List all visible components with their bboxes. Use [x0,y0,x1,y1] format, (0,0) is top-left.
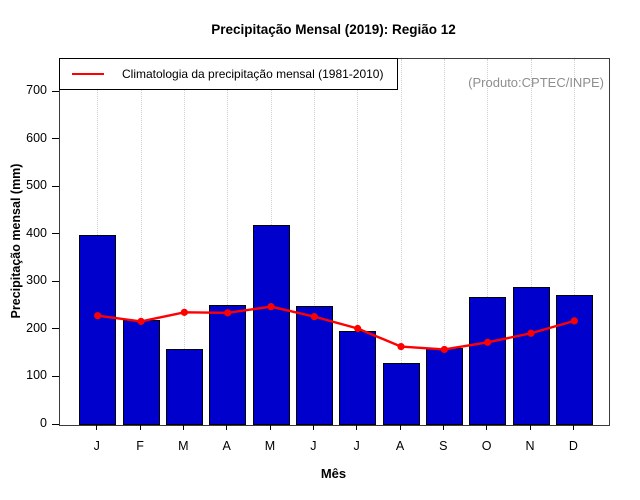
gridline [487,59,489,425]
month-label: S [439,439,448,453]
x-axis-tick [182,425,184,430]
climatology-point [180,308,188,316]
bar-D-11 [555,295,593,425]
y-axis-tick [52,138,59,140]
x-axis-tick [529,425,531,430]
y-axis-tick [52,90,59,92]
bar-J-5 [295,306,333,425]
x-axis-tick [442,425,444,430]
y-tick-label: 200 [26,320,47,335]
climatology-point [527,329,535,337]
climatology-point [94,312,102,320]
plot-area: (Produto:CPTEC/INPE) Climatologia da pre… [59,58,610,426]
x-axis-tick [312,425,314,430]
climatology-point [310,313,318,321]
bar-O-9 [469,296,507,425]
bar-F-1 [122,320,160,425]
climatology-point [354,324,362,333]
bar-A-7 [382,363,420,425]
x-axis-tick [139,425,141,430]
y-tick-label: 0 [40,416,47,430]
x-axis-tick [486,425,488,430]
chart-title: Precipitação Mensal (2019): Região 12 [211,22,456,37]
produto-annotation: (Produto:CPTEC/INPE) [468,75,604,90]
y-axis-tick [52,185,59,187]
month-label: J [93,439,100,453]
climatology-point [397,342,405,351]
month-label: D [568,439,578,453]
legend-box: Climatologia da precipitação mensal (198… [59,58,399,90]
gridline [443,59,445,425]
month-label: M [264,439,276,453]
y-tick-label: 300 [26,273,47,288]
gridline [227,59,229,425]
y-tick-label: 100 [26,368,47,383]
legend-line-swatch [72,73,104,75]
x-axis-tick [96,425,98,430]
gridline [573,59,575,425]
climatology-point [137,317,145,325]
month-label: M [178,439,189,453]
climatology-point [570,317,578,325]
bar-N-10 [512,287,550,425]
month-label: A [395,439,405,453]
legend-label: Climatologia da precipitação mensal (198… [122,67,384,81]
month-label: N [525,439,535,453]
y-tick-label: 700 [26,83,47,98]
y-axis-tick [52,375,59,377]
y-axis-tick [52,233,59,235]
gridline [400,59,402,425]
x-axis-tick [356,425,358,430]
gridline [530,59,532,425]
x-axis-tick [399,425,401,430]
bar-M-2 [165,348,203,425]
month-label: O [481,439,492,453]
y-tick-label: 400 [26,225,47,240]
bar-S-8 [425,347,463,425]
climatology-point [440,345,448,354]
y-axis-tick [52,328,59,330]
month-label: J [310,439,317,453]
y-axis-tick [52,280,59,282]
x-axis-tick [226,425,228,430]
gridline [357,59,359,425]
bar-J-0 [79,234,117,425]
month-label: A [222,439,231,453]
gridline [313,59,315,425]
climatology-line [97,305,575,351]
x-axis-tick [572,425,574,430]
bar-J-6 [339,330,377,425]
climatology-point [224,309,232,317]
month-label: J [353,439,360,453]
bar-M-4 [252,225,290,425]
x-axis-tick [269,425,271,430]
x-axis-title: Mês [320,466,347,481]
climatology-line-layer [94,303,578,354]
y-tick-label: 600 [26,130,47,145]
climatology-point [267,303,275,311]
climatology-point [484,338,492,346]
y-axis-tick [52,423,59,425]
y-tick-label: 500 [26,178,47,193]
bar-A-3 [209,305,247,425]
month-label: F [136,439,144,453]
gridline [140,59,142,425]
gridline [183,59,185,425]
